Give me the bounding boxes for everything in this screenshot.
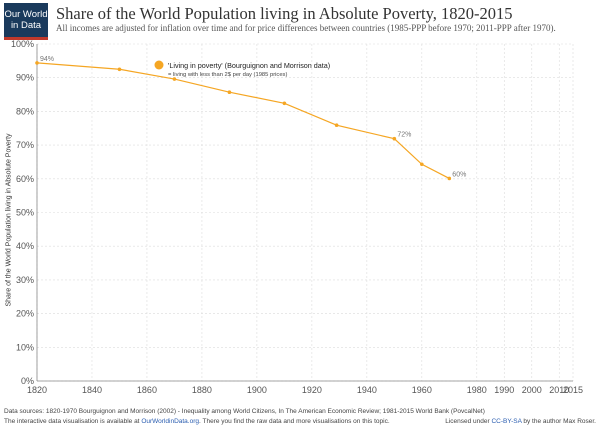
data-point: [392, 136, 397, 141]
data-point: [282, 101, 287, 106]
data-point: [172, 77, 177, 81]
footer-license: Licensed under CC-BY-SA by the author Ma…: [445, 418, 596, 425]
data-label: 72%: [397, 132, 411, 139]
chart-title: Share of the World Population living in …: [56, 4, 513, 23]
x-tick-label: 1900: [247, 385, 267, 395]
footer-availability: The interactive data visualisation is av…: [4, 418, 390, 425]
data-point: [420, 162, 424, 167]
x-tick-label: 1920: [302, 385, 322, 395]
series-line: [36, 62, 450, 179]
y-tick-label: 100%: [11, 39, 34, 49]
footer-line: The interactive data visualisation is av…: [4, 418, 596, 425]
x-tick-label: 2015: [563, 385, 583, 395]
data-point: [227, 90, 232, 94]
data-point: [35, 61, 39, 65]
x-tick-label: 2000: [522, 385, 542, 395]
y-tick-label: 60%: [16, 174, 34, 184]
y-tick-label: 0%: [21, 376, 34, 386]
x-tick-label: 1820: [27, 385, 47, 395]
data-label: 60%: [452, 171, 466, 178]
license-link[interactable]: CC-BY-SA: [491, 418, 522, 425]
owid-link[interactable]: OurWorldinData.org: [141, 418, 199, 425]
owid-logo[interactable]: Our World in Data: [4, 3, 48, 40]
y-tick-label: 40%: [16, 241, 34, 251]
y-tick-label: 20%: [16, 309, 34, 319]
x-tick-label: 1860: [137, 385, 157, 395]
y-tick-label: 80%: [16, 106, 34, 116]
license-prefix: Licensed under: [445, 418, 490, 425]
data-point: [447, 176, 452, 181]
y-tick-label: 10%: [16, 342, 34, 352]
x-tick-label: 1960: [412, 385, 432, 395]
legend-label: 'Living in poverty' (Bourguignon and Mor…: [168, 61, 330, 70]
data-label: 94%: [40, 56, 54, 63]
y-tick-label: 30%: [16, 275, 34, 285]
legend-sublabel: = living with less than 2$ per day (1985…: [168, 72, 287, 78]
x-tick-label: 1840: [82, 385, 102, 395]
x-tick-label: 1980: [467, 385, 487, 395]
data-sources: Data sources: 1820-1970 Bourguignon and …: [4, 408, 485, 415]
x-tick-label: 1940: [357, 385, 377, 395]
y-tick-label: 90%: [16, 73, 34, 83]
x-tick-label: 1990: [494, 385, 514, 395]
x-tick-label: 2010: [549, 385, 569, 395]
logo-line-2: in Data: [10, 20, 42, 31]
y-tick-label: 50%: [16, 208, 34, 218]
footer-prefix: The interactive data visualisation is av…: [4, 418, 140, 425]
license-suffix: by the author Max Roser.: [521, 418, 596, 425]
chart-subtitle: All incomes are adjusted for inflation o…: [56, 23, 556, 33]
legend-marker: [154, 60, 164, 70]
data-point: [117, 67, 122, 72]
y-tick-label: 70%: [16, 140, 34, 150]
logo-line-1: Our World: [4, 9, 48, 20]
data-point: [334, 123, 339, 128]
footer-suffix: . There you find the raw data and more v…: [199, 418, 390, 425]
x-tick-label: 1880: [192, 385, 212, 395]
